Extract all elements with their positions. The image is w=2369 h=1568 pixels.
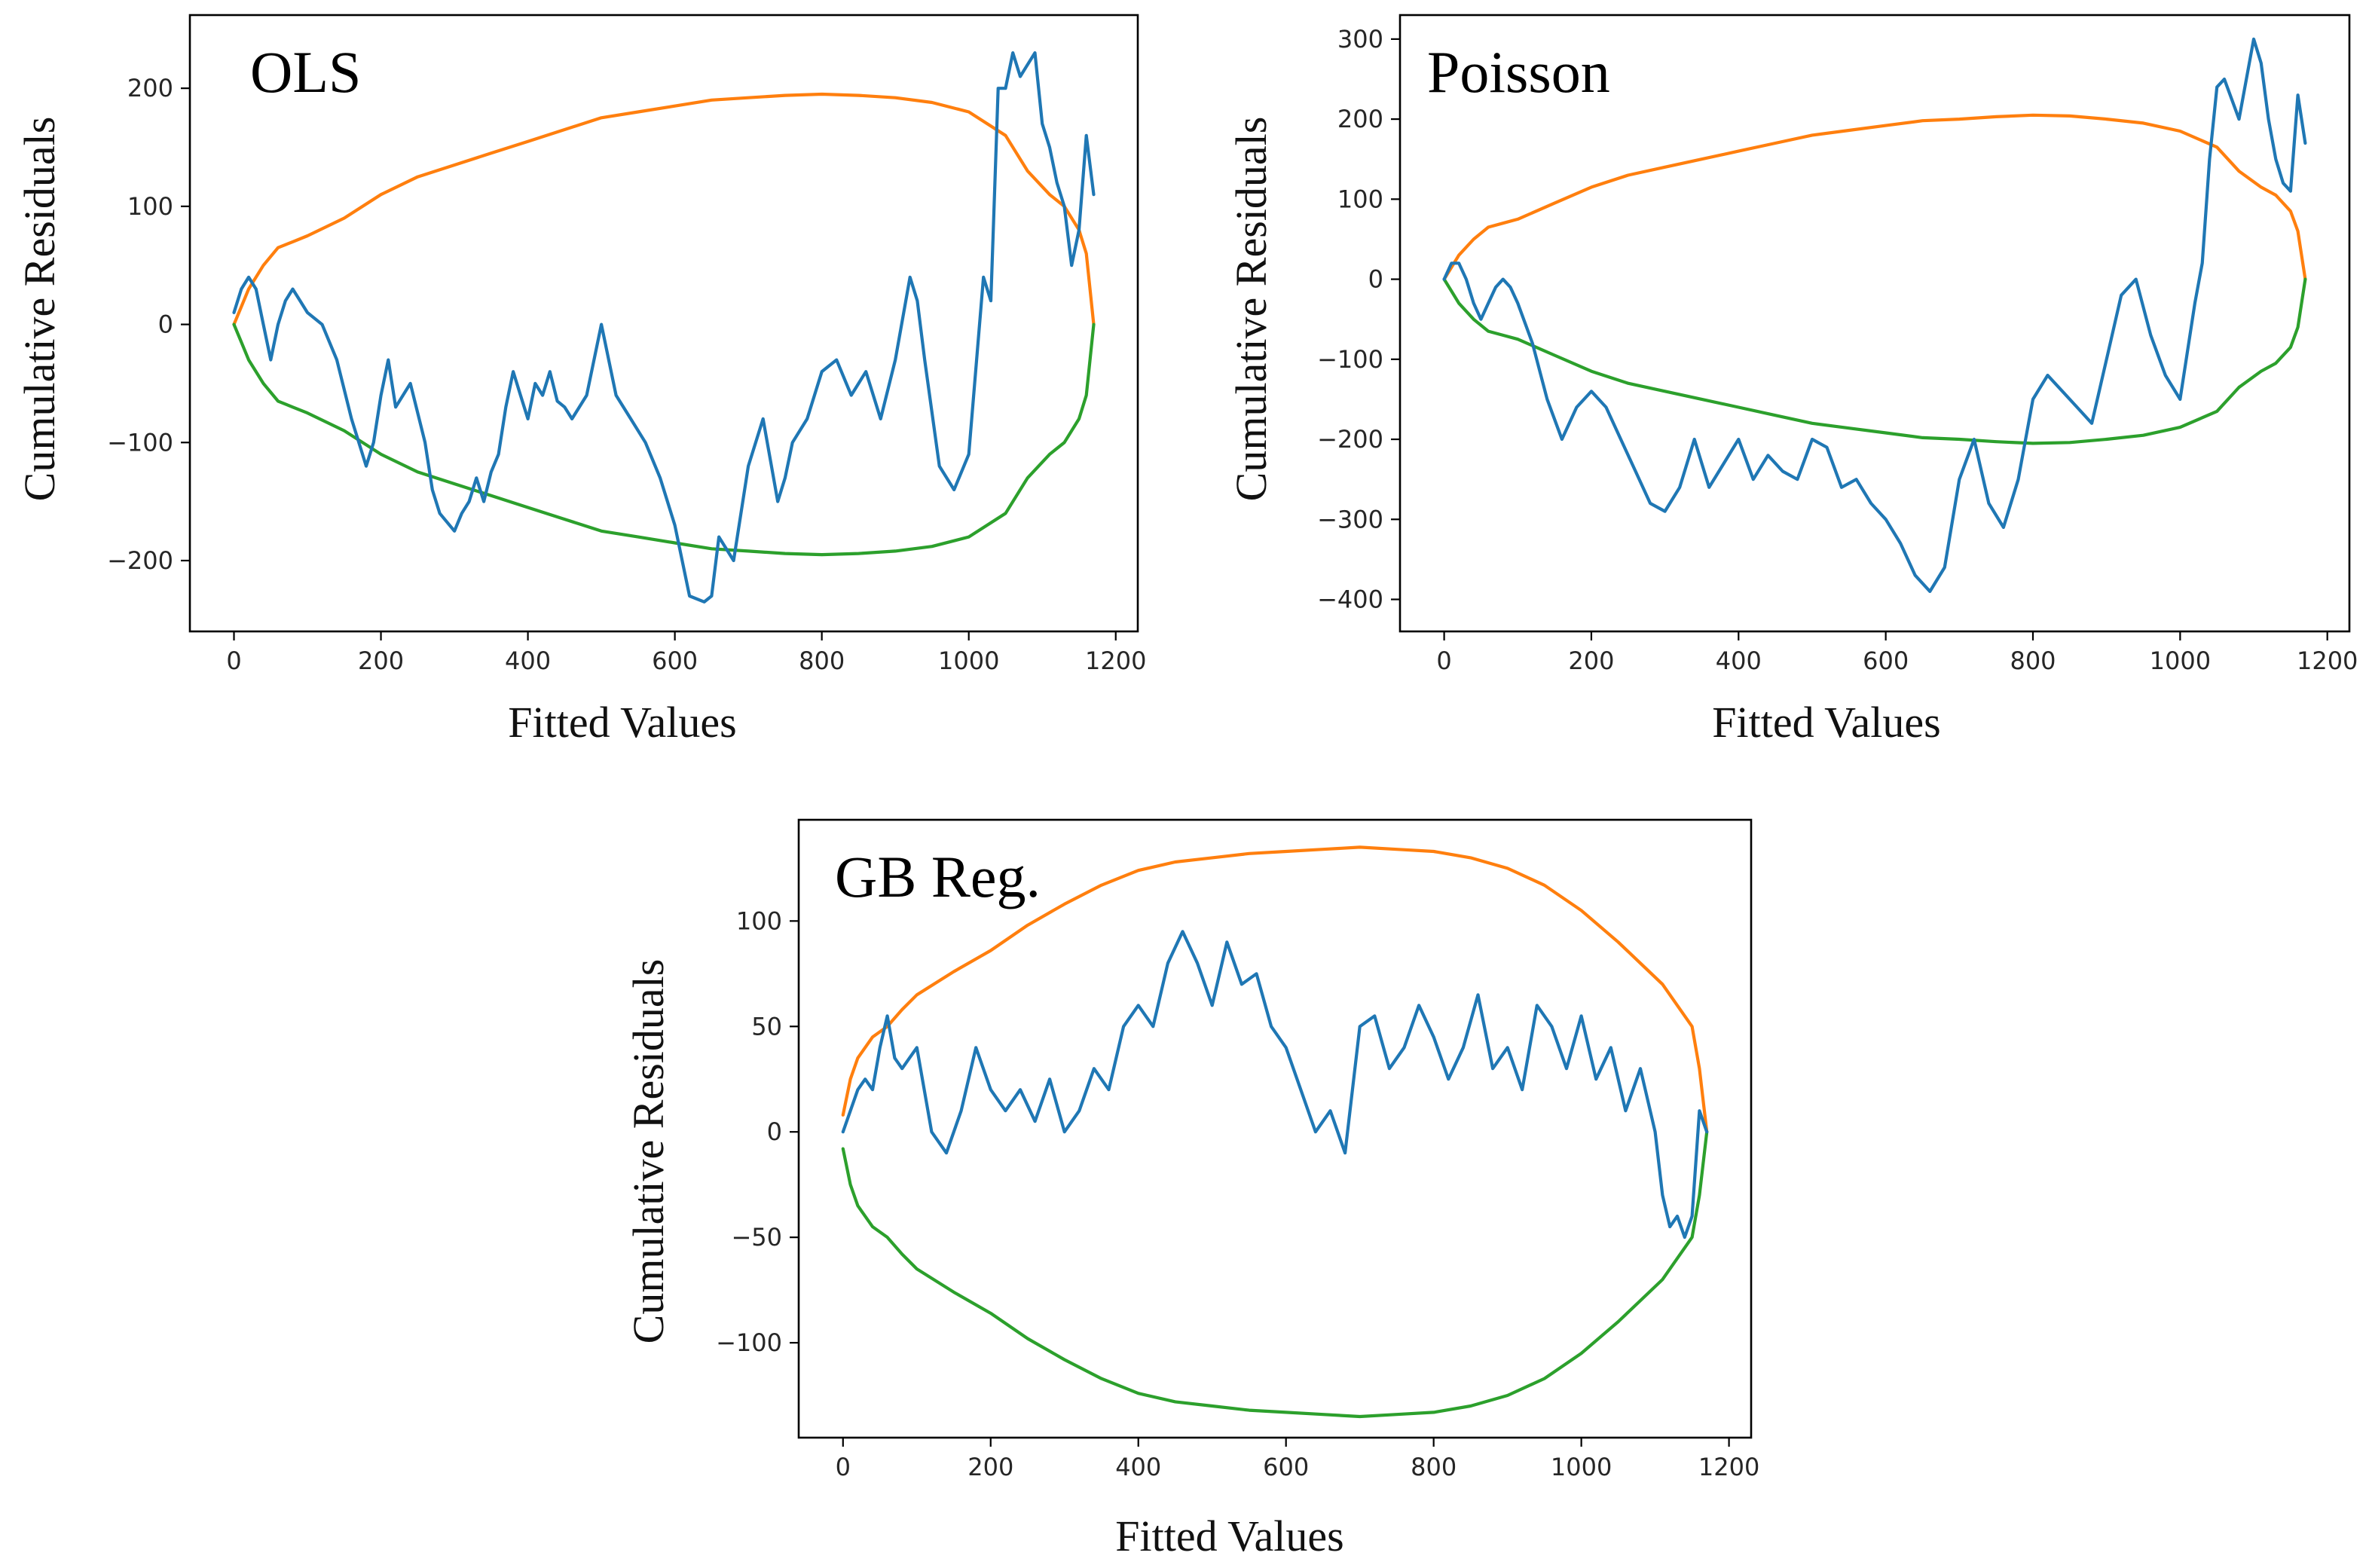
y-tick-label: 0 — [767, 1117, 782, 1146]
y-tick-label: 0 — [1368, 265, 1383, 294]
plot-frame — [1398, 14, 2351, 633]
y-tick-label: 100 — [127, 192, 173, 221]
plot-frame — [188, 14, 1139, 633]
series-group — [232, 51, 1096, 604]
y-tick-label: 200 — [127, 74, 173, 102]
upper-envelope-line — [1442, 113, 2307, 281]
panel-title: GB Reg. — [835, 844, 1041, 909]
lower-envelope-line — [841, 1130, 1709, 1419]
y-tick-label: −200 — [1317, 425, 1383, 454]
y-tick-label: −100 — [107, 428, 173, 457]
y-axis-title: Cumulative Residuals — [1227, 117, 1276, 502]
x-tick-label: 200 — [967, 1453, 1013, 1481]
y-axis-title: Cumulative Residuals — [15, 117, 64, 502]
x-tick-label: 1200 — [1085, 646, 1146, 675]
y-tick-label: 300 — [1337, 25, 1383, 53]
chart-panel-poisson: 0 200 400 600 800 1000 1200 −400 −300 −200 −100 0 10… — [1227, 14, 2358, 747]
x-tick-label: 0 — [226, 646, 241, 675]
upper-envelope-line — [232, 92, 1096, 326]
x-tick-label: 1200 — [1698, 1453, 1759, 1481]
x-tick-label: 200 — [358, 646, 404, 675]
y-tick-label: −300 — [1317, 505, 1383, 533]
x-axis-title: Fitted Values — [508, 698, 736, 747]
x-tick-label: 600 — [1863, 646, 1909, 675]
chart-panel-ols: 0 200 400 600 800 1000 1200 −200 −100 0 100 200 OLS F… — [15, 14, 1146, 747]
y-tick-label: 50 — [751, 1012, 782, 1041]
x-tick-label: 0 — [836, 1453, 851, 1481]
panel-title: Poisson — [1427, 39, 1610, 105]
x-tick-label: 400 — [1115, 1453, 1161, 1481]
cumulative-residuals-line — [1442, 37, 2307, 593]
x-tick-label: 400 — [505, 646, 551, 675]
cumulative-residuals-line — [841, 930, 1709, 1239]
x-tick-label: 600 — [652, 646, 698, 675]
x-tick-label: 800 — [1411, 1453, 1457, 1481]
cumulative-residuals-line — [232, 51, 1096, 604]
x-tick-label: 800 — [799, 646, 845, 675]
x-tick-label: 1000 — [1551, 1453, 1612, 1481]
x-axis-title: Fitted Values — [1712, 698, 1940, 747]
lower-envelope-line — [232, 322, 1096, 557]
x-axis-title: Fitted Values — [1115, 1511, 1343, 1560]
y-tick-label: 0 — [158, 310, 173, 339]
y-axis-title: Cumulative Residuals — [624, 959, 673, 1344]
series-group — [841, 845, 1709, 1419]
y-tick-label: −200 — [107, 546, 173, 575]
series-group — [1442, 37, 2307, 593]
upper-envelope-line — [841, 845, 1709, 1134]
chart-panel-gbreg: 0 200 400 600 800 1000 1200 −100 −50 0 50 100 GB Reg… — [624, 818, 1759, 1560]
x-tick-label: 800 — [2010, 646, 2056, 675]
x-tick-label: 1200 — [2297, 646, 2358, 675]
x-tick-label: 600 — [1263, 1453, 1309, 1481]
plot-frame — [797, 818, 1753, 1439]
lower-envelope-line — [1442, 277, 2307, 445]
x-tick-label: 1000 — [2150, 646, 2211, 675]
y-tick-label: −100 — [716, 1328, 782, 1357]
x-tick-label: 1000 — [938, 646, 999, 675]
x-tick-label: 400 — [1716, 646, 1762, 675]
y-tick-label: 100 — [736, 906, 782, 935]
y-tick-label: 100 — [1337, 185, 1383, 213]
x-tick-label: 200 — [1568, 646, 1614, 675]
x-tick-label: 0 — [1436, 646, 1451, 675]
y-tick-label: −50 — [731, 1223, 782, 1252]
y-tick-label: 200 — [1337, 105, 1383, 133]
y-tick-label: −400 — [1317, 585, 1383, 614]
y-tick-label: −100 — [1317, 345, 1383, 374]
panel-title: OLS — [250, 39, 361, 105]
